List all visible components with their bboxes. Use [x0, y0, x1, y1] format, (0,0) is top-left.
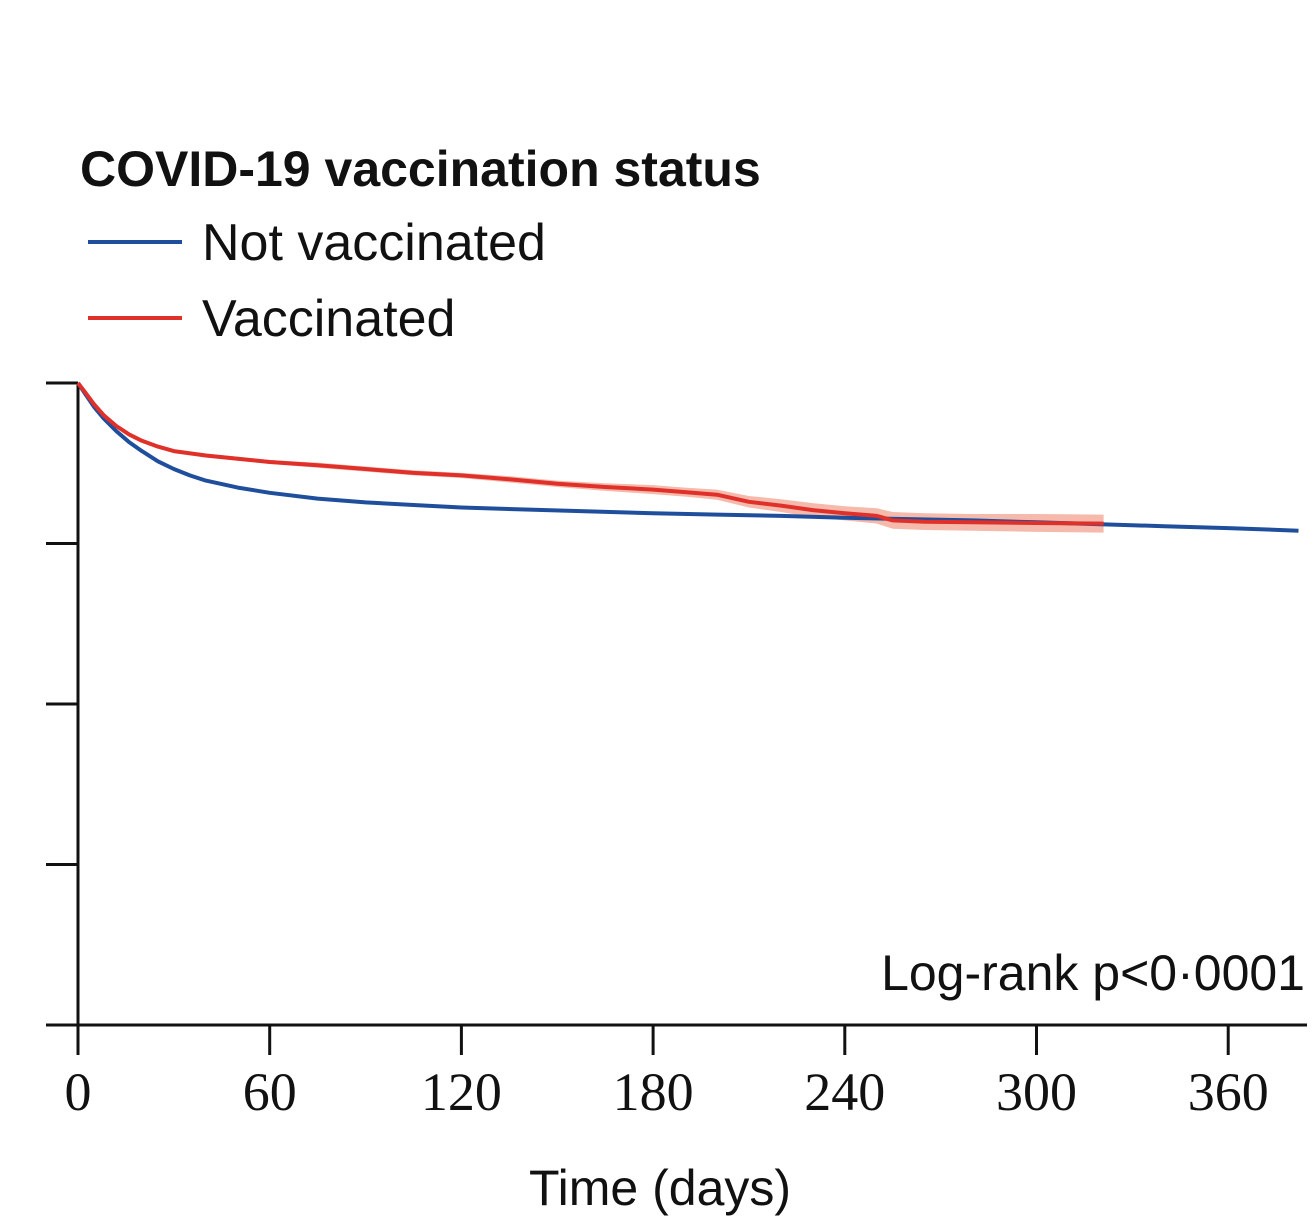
ci-band-vaccinated: [78, 383, 1104, 533]
x-tick-label-300: 300: [996, 1062, 1077, 1122]
x-tick-label-60: 60: [243, 1062, 297, 1122]
series-line-not-vaccinated: [76, 381, 1299, 533]
legend: COVID-19 vaccination status Not vaccinat…: [80, 141, 761, 348]
x-tick-label-240: 240: [804, 1062, 885, 1122]
legend-label-vaccinated: Vaccinated: [202, 290, 455, 348]
log-rank-annotation: Log-rank p<0·0001: [881, 945, 1305, 1001]
x-axis-tick-labels: 0 60 120 180 240 300 360: [65, 1062, 1269, 1122]
legend-label-not-vaccinated: Not vaccinated: [202, 214, 546, 272]
x-tick-label-120: 120: [421, 1062, 502, 1122]
x-tick-label-0: 0: [65, 1062, 92, 1122]
series-line-vaccinated: [76, 381, 1104, 526]
legend-title: COVID-19 vaccination status: [80, 141, 761, 197]
x-tick-label-180: 180: [613, 1062, 694, 1122]
y-axis-ticks: [46, 381, 78, 1027]
x-axis-ticks: [76, 1025, 1230, 1055]
x-axis-title: Time (days): [529, 1160, 791, 1216]
x-tick-label-360: 360: [1188, 1062, 1269, 1122]
